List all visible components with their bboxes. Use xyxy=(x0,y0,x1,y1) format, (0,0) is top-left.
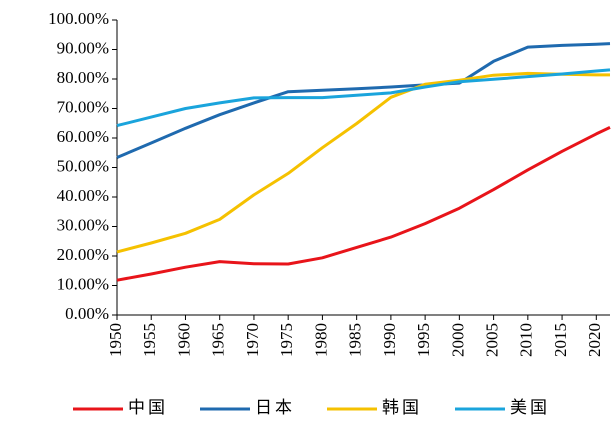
legend-label: 韩国 xyxy=(382,398,422,417)
series-line xyxy=(116,126,611,282)
y-tick-label: 10.00% xyxy=(57,274,109,293)
x-tick-label: 1980 xyxy=(311,323,330,357)
x-tick-label: 2005 xyxy=(483,323,502,357)
legend-label: 美国 xyxy=(510,398,550,417)
y-tick-label: 70.00% xyxy=(57,97,109,116)
x-tick-label: 1955 xyxy=(140,323,159,357)
x-tick-label: 1990 xyxy=(380,323,399,357)
x-tick-label: 1975 xyxy=(277,323,296,357)
x-tick-label: 2000 xyxy=(448,323,467,357)
series-line xyxy=(116,71,610,254)
x-tick-label: 1970 xyxy=(243,323,262,357)
x-tick-label: 2015 xyxy=(551,323,570,357)
x-tick-label: 1960 xyxy=(174,323,193,357)
series-line xyxy=(116,68,611,128)
y-tick-label: 100.00% xyxy=(48,9,109,28)
x-tick-label: 1950 xyxy=(106,323,125,357)
y-tick-label: 60.00% xyxy=(57,127,109,146)
y-tick-label: 80.00% xyxy=(57,68,109,87)
series-line xyxy=(116,42,611,159)
y-tick-label: 30.00% xyxy=(57,215,109,234)
x-tick-label: 2020 xyxy=(585,323,604,357)
legend-label: 中国 xyxy=(128,398,168,417)
legend-label: 日本 xyxy=(255,398,295,417)
y-tick-label: 40.00% xyxy=(57,186,109,205)
y-tick-label: 0.00% xyxy=(65,304,109,323)
y-tick-label: 90.00% xyxy=(57,38,109,57)
y-tick-label: 20.00% xyxy=(57,245,109,264)
x-tick-label: 1965 xyxy=(209,323,228,357)
x-tick-label: 2010 xyxy=(517,323,536,357)
y-tick-label: 50.00% xyxy=(57,156,109,175)
x-tick-label: 1985 xyxy=(346,323,365,357)
x-tick-label: 1995 xyxy=(414,323,433,357)
